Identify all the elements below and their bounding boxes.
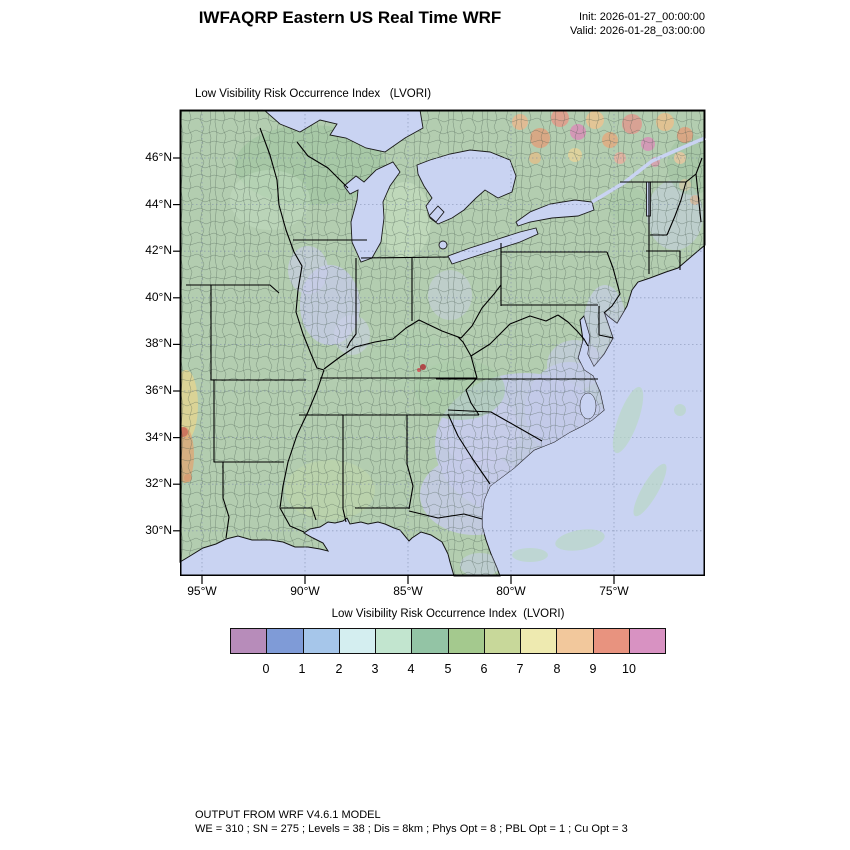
footer-model-line: OUTPUT FROM WRF V4.6.1 MODEL (195, 809, 381, 821)
lvori-map (173, 109, 706, 584)
lat-tick-label: 46°N (145, 150, 172, 164)
colorbar-swatch (592, 628, 630, 654)
colorbar-swatch (266, 628, 304, 654)
lon-tick-label: 80°W (496, 584, 526, 598)
colorbar-tick: 3 (371, 662, 379, 676)
colorbar-tick: 7 (516, 662, 524, 676)
colorbar-swatch (411, 628, 449, 654)
lat-tick-label: 34°N (145, 430, 172, 444)
colorbar-tick: 8 (553, 662, 561, 676)
colorbar-swatch (520, 628, 558, 654)
plot-frame (180, 110, 705, 576)
lake-erie (447, 227, 539, 265)
lake-superior (262, 109, 424, 153)
lake-ontario (515, 199, 595, 227)
run-times: Init: 2026-01-27_00:00:00 Valid: 2026-01… (545, 10, 705, 38)
lat-tick-label: 30°N (145, 523, 172, 537)
colorbar-tick: 9 (589, 662, 597, 676)
lake-michigan (343, 161, 401, 263)
great-lakes (262, 109, 651, 420)
colorbar-tick: 1 (298, 662, 306, 676)
state-borders (186, 127, 703, 539)
colorbar-tick: 6 (480, 662, 488, 676)
map-canvas (173, 109, 706, 584)
colorbar-swatch (447, 628, 485, 654)
offshore-patches (512, 386, 686, 562)
colorbar-tick: 10 (622, 662, 636, 676)
lon-tick-label: 90°W (290, 584, 320, 598)
colorbar-swatch (628, 628, 666, 654)
colorbar-swatch (338, 628, 376, 654)
lat-tick-label: 38°N (145, 336, 172, 350)
colorbar-swatch (302, 628, 340, 654)
saginaw-bay (428, 205, 445, 223)
valid-time: Valid: 2026-01-28_03:00:00 (570, 25, 705, 37)
lon-tick-label: 95°W (187, 584, 217, 598)
lat-tick-label: 36°N (145, 383, 172, 397)
page-title: IWFAQRP Eastern US Real Time WRF (198, 8, 502, 27)
colorbar-title: Low Visibility Risk Occurrence Index (LV… (331, 608, 565, 620)
colorbar-swatch (375, 628, 413, 654)
colorbar-swatch (483, 628, 521, 654)
colorbar-swatch (556, 628, 594, 654)
lake-huron (416, 149, 517, 225)
colorbar-tick: 2 (335, 662, 343, 676)
lat-tick-label: 40°N (145, 290, 172, 304)
lon-tick-label: 85°W (393, 584, 423, 598)
lon-tick-label: 75°W (599, 584, 629, 598)
lat-tick-label: 32°N (145, 476, 172, 490)
axis-ticks (173, 157, 615, 584)
lat-tick-label: 42°N (145, 243, 172, 257)
colorbar-tick: 5 (444, 662, 452, 676)
colorbar-tick: 4 (407, 662, 415, 676)
pamlico-sound (579, 392, 597, 420)
colorbar-tick: 0 (262, 662, 270, 676)
lake-st-clair (438, 240, 448, 250)
colorbar (230, 628, 666, 654)
colorbar-swatch (230, 628, 268, 654)
footer-config-line: WE = 310 ; SN = 275 ; Levels = 38 ; Dis … (195, 823, 628, 835)
map-panel-title: Low Visibility Risk Occurrence Index (LV… (195, 88, 432, 100)
init-time: Init: 2026-01-27_00:00:00 (579, 11, 705, 23)
lat-tick-label: 44°N (145, 197, 172, 211)
st-lawrence-river (591, 136, 706, 204)
